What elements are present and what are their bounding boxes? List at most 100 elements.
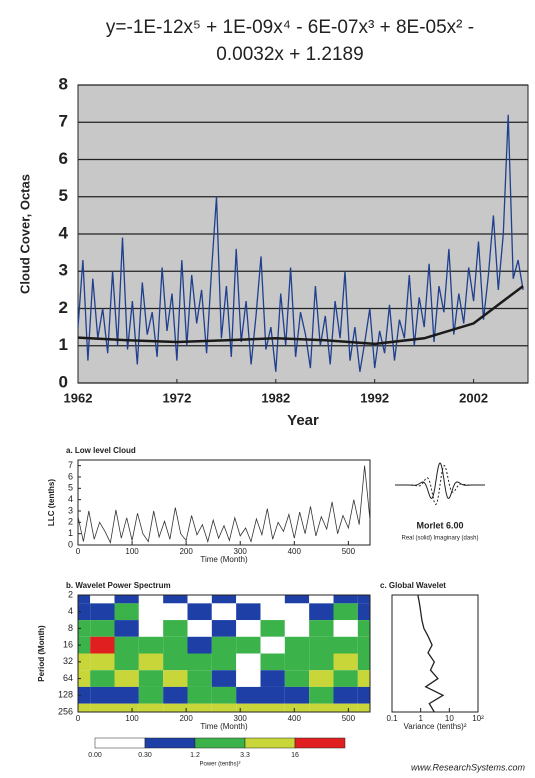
heat-cell [163, 603, 188, 621]
heat-cell [260, 703, 285, 712]
x-tick-label: 10² [472, 714, 484, 723]
panel-title: b. Wavelet Power Spectrum [66, 581, 171, 590]
colorbar-swatch [94, 737, 146, 749]
heat-cell [236, 620, 261, 637]
y-tick-label: 8 [59, 74, 68, 93]
heat-cell [90, 620, 115, 637]
heat-cell [138, 686, 164, 704]
x-tick-label: 1962 [64, 390, 93, 405]
y-tick-label: 256 [58, 706, 73, 716]
x-tick-label: 1972 [162, 390, 191, 405]
heat-cell [309, 670, 334, 687]
heat-cell [187, 603, 212, 621]
x-tick-label: 500 [342, 547, 356, 556]
heat-cell [90, 703, 115, 712]
heat-cell [187, 670, 212, 687]
heat-cell [309, 620, 334, 637]
heat-cell [138, 703, 164, 712]
colorbar-swatch [194, 737, 246, 749]
y-tick-label: 2 [68, 589, 73, 599]
y-axis-label: Cloud Cover, Octas [17, 174, 32, 294]
heat-cell [78, 670, 91, 687]
y-tick-label: 5 [59, 186, 68, 205]
heat-cell [90, 686, 115, 704]
heat-cell [187, 595, 212, 604]
y-tick-label: 7 [68, 460, 73, 470]
heat-cell [138, 603, 164, 621]
heat-cell [357, 670, 370, 687]
y-tick-label: 6 [68, 471, 73, 481]
heat-cell [357, 595, 370, 604]
heat-cell [187, 653, 212, 671]
heat-cell [333, 670, 358, 687]
heat-cell [114, 703, 139, 712]
heat-cell [236, 653, 261, 671]
x-tick-label: 100 [125, 547, 139, 556]
morlet-title: Morlet 6.00 [416, 520, 463, 530]
heat-cell [333, 636, 358, 654]
heat-cell [187, 620, 212, 637]
x-axis-label: Variance (tenths)² [404, 722, 467, 731]
x-tick-label: 0 [76, 547, 81, 556]
y-tick-label: 5 [68, 483, 73, 493]
heat-cell [138, 636, 164, 654]
heat-cell [260, 595, 285, 604]
heat-cell [357, 636, 370, 654]
y-tick-label: 128 [58, 690, 73, 700]
heat-cell [284, 620, 310, 637]
y-tick-label: 64 [63, 673, 73, 683]
heat-cell [236, 595, 261, 604]
y-tick-label: 1 [68, 528, 73, 538]
heat-cell [187, 686, 212, 704]
heat-cell [114, 670, 139, 687]
panel-title: c. Global Wavelet [380, 581, 446, 590]
heat-cell [211, 603, 237, 621]
heat-cell [309, 703, 334, 712]
x-axis-label: Time (Month) [200, 722, 248, 731]
heat-cell [333, 620, 358, 637]
colorbar-label: 3.3 [240, 752, 250, 759]
heat-cell [211, 686, 237, 704]
heat-cell [357, 686, 370, 704]
heat-cell [333, 595, 358, 604]
heat-cell [236, 703, 261, 712]
x-tick-label: 200 [179, 547, 193, 556]
heat-cell [187, 703, 212, 712]
heat-cell [211, 636, 237, 654]
heat-cell [163, 653, 188, 671]
heat-cell [114, 686, 139, 704]
heat-cell [78, 620, 91, 637]
heat-cell [78, 595, 91, 604]
morlet-real [395, 462, 485, 499]
y-tick-label: 4 [68, 606, 73, 616]
heat-cell [260, 620, 285, 637]
heat-cell [114, 653, 139, 671]
y-tick-label: 3 [68, 505, 73, 515]
morlet-imag [395, 464, 485, 506]
colorbar-label: 1.2 [190, 752, 200, 759]
heat-cell [284, 686, 310, 704]
heat-cell [78, 703, 91, 712]
heat-cell [309, 653, 334, 671]
x-tick-label: 1982 [261, 390, 290, 405]
heat-cell [114, 636, 139, 654]
x-tick-label: 10 [445, 714, 454, 723]
data-line [77, 114, 524, 372]
colorbar-label: 0.30 [138, 752, 152, 759]
heat-cell [187, 636, 212, 654]
heat-cell [260, 670, 285, 687]
x-tick-label: 400 [288, 547, 302, 556]
x-tick-label: 1 [418, 714, 423, 723]
colorbar-swatch [294, 737, 346, 749]
heat-cell [114, 603, 139, 621]
trend-line [77, 285, 524, 346]
colorbar-swatch [144, 737, 196, 749]
heat-cell [163, 595, 188, 604]
heat-cell [138, 670, 164, 687]
chart-title: 0.0032x + 1.2189 [216, 44, 363, 65]
footer: www.ResearchSystems.com [411, 762, 526, 772]
x-tick-label: 0 [76, 714, 81, 723]
y-tick-label: 3 [59, 261, 68, 280]
x-tick-label: 400 [288, 714, 302, 723]
